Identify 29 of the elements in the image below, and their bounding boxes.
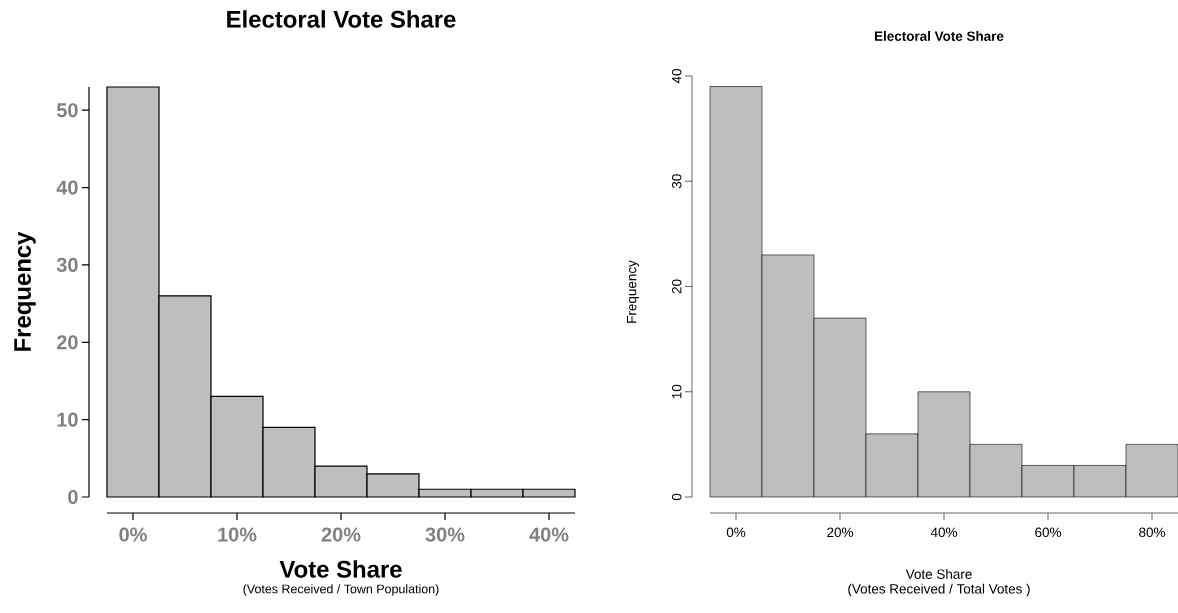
y-tick-label: 0 xyxy=(671,493,682,501)
x-tick-label: 0% xyxy=(119,527,147,542)
chart-title: Electoral Vote Share xyxy=(227,10,456,28)
y-tick-label: 10 xyxy=(671,384,682,399)
chart-title: Electoral Vote Share xyxy=(875,31,1004,41)
x-tick-label: 40% xyxy=(930,527,957,538)
x-tick-label: 20% xyxy=(827,527,853,538)
text: (Votes Received / Total Votes ) xyxy=(848,583,1030,597)
y-tick-label: 30 xyxy=(56,257,78,272)
x-tick-label: 0% xyxy=(726,527,746,538)
y-tick-label: 20 xyxy=(57,335,78,350)
y-tick-label: 0 xyxy=(68,489,78,505)
x-tick-label: 20% xyxy=(321,527,361,542)
x-tick-label: 60% xyxy=(1035,527,1061,538)
y-axis-title: Frequency xyxy=(14,231,36,351)
text: (Votes Received / Town Population) xyxy=(243,584,439,596)
y-axis-title: Frequency xyxy=(627,260,640,323)
y-tick-label: 40 xyxy=(671,69,682,84)
x-tick-label: 30% xyxy=(425,527,465,542)
y-tick-label: 10 xyxy=(57,412,78,427)
y-tick-label: 40 xyxy=(56,180,78,195)
y-tick-label: 50 xyxy=(56,103,78,118)
x-axis-title: Vote Share xyxy=(279,560,402,578)
x-tick-label: 40% xyxy=(529,527,569,542)
x-tick-label: 10% xyxy=(218,527,257,542)
y-tick-label: 20 xyxy=(671,279,682,294)
x-axis-title: Vote Share xyxy=(905,569,972,579)
y-tick-label: 30 xyxy=(671,174,682,189)
x-tick-label: 80% xyxy=(1139,527,1165,538)
